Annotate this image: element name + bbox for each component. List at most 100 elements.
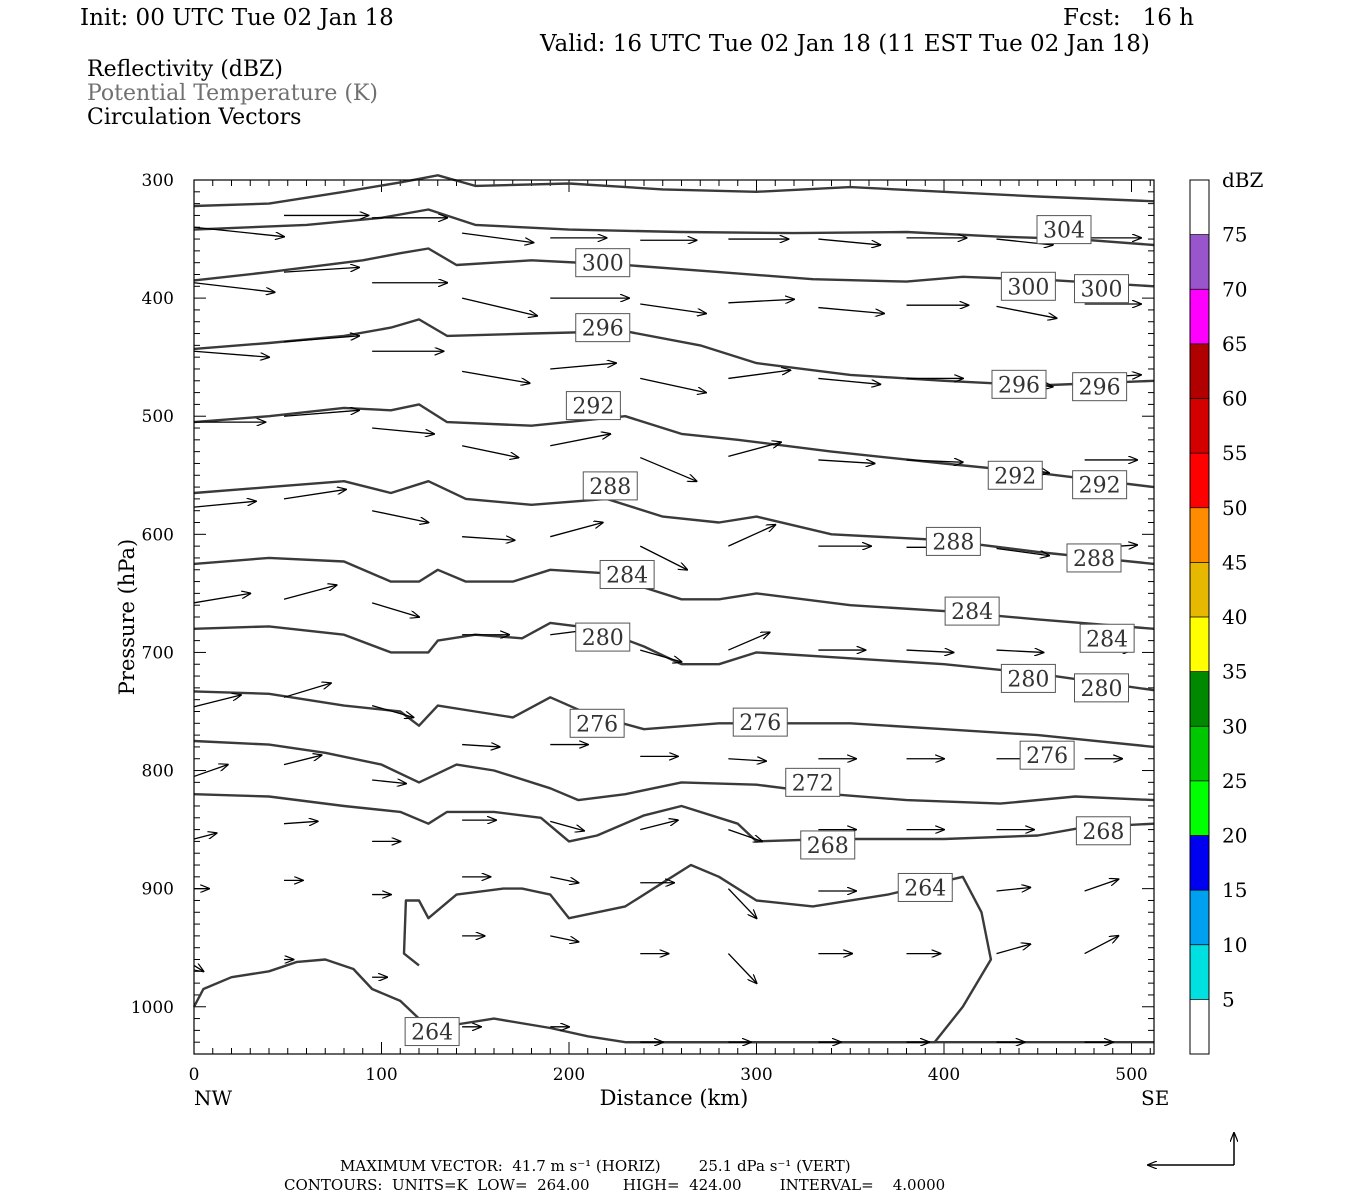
- colorbar-segment: [1190, 780, 1209, 836]
- contour-label: 276: [739, 711, 781, 736]
- theta-contour-line: [402, 863, 993, 1044]
- vector-arrow: [372, 427, 434, 434]
- contour-label-box: [925, 526, 981, 556]
- vector-arrow: [818, 306, 884, 314]
- colorbar-label: 35: [1222, 660, 1247, 684]
- vector-arrow: [461, 297, 537, 316]
- vector-arrow: [550, 363, 616, 370]
- vector-arrow: [371, 704, 413, 718]
- contour-label-box: [565, 391, 621, 421]
- vector-arrow: [818, 460, 874, 464]
- valid-time: Valid: 16 UTC Tue 02 Jan 18 (11 EST Tue …: [540, 31, 1150, 57]
- theta-contour-line: [193, 480, 1155, 566]
- contour-labels: 304 300 300 300 296 296 296 292 292 292 288 288 288 2…: [404, 215, 1135, 1047]
- vector-arrow: [728, 299, 794, 303]
- x-axis-title: Distance (km): [600, 1086, 749, 1110]
- contour-label: 280: [1007, 667, 1049, 692]
- colorbar-segment: [1190, 289, 1209, 344]
- theta-contour-line: [192, 958, 1154, 1044]
- x-tick-label: 0: [189, 1065, 200, 1085]
- contour-label-box: [1066, 543, 1122, 573]
- vector-arrow: [1084, 879, 1119, 892]
- contour-label: 284: [1086, 627, 1128, 652]
- vector-arrow: [996, 887, 1031, 891]
- vector-arrow: [283, 489, 346, 500]
- vector-arrow: [550, 434, 610, 447]
- vector-arrow: [193, 501, 256, 508]
- colorbar-label: 40: [1222, 605, 1247, 629]
- contour-label: 280: [1081, 677, 1123, 702]
- vector-arrow: [550, 876, 578, 883]
- theta-contour-line: [193, 739, 1155, 805]
- vector-arrow: [283, 585, 337, 600]
- vector-arrow: [640, 649, 681, 662]
- y-tick-label: 400: [142, 289, 174, 309]
- vector-arrow: [639, 545, 687, 570]
- colorbar-label: 15: [1222, 878, 1247, 902]
- vector-arrow: [728, 759, 766, 761]
- contour-label-box: [599, 559, 655, 589]
- vector-arrow: [728, 442, 781, 458]
- x-tick-label: 400: [928, 1065, 960, 1085]
- contour-label-box: [1000, 271, 1056, 301]
- vector-arrow: [194, 965, 203, 971]
- vector-arrow: [996, 305, 1057, 318]
- colorbar-segment: [1190, 890, 1209, 945]
- contour-label-box: [991, 369, 1047, 399]
- theta-contour-line: [193, 174, 1155, 208]
- vector-arrow: [193, 350, 269, 357]
- colorbar-segment: [1190, 726, 1209, 781]
- x-tick-label: 100: [365, 1065, 397, 1085]
- vector-arrow: [728, 828, 762, 842]
- x-tick-label: 500: [1115, 1065, 1147, 1085]
- contour-label: 264: [904, 876, 946, 901]
- y-axis-title: Pressure (hPa): [115, 539, 139, 695]
- contour-label: 300: [1007, 275, 1049, 300]
- contour-label-box: [1074, 673, 1129, 703]
- colorbar-segment: [1190, 180, 1209, 235]
- x-right-end-label: SE: [1141, 1086, 1169, 1110]
- colorbar-unit: dBZ: [1222, 168, 1264, 192]
- colorbar-segment: [1190, 453, 1209, 508]
- vector-arrow: [996, 650, 1044, 652]
- y-tick-label: 600: [142, 525, 174, 545]
- colorbar-segment: [1190, 343, 1209, 399]
- contour-label: 292: [994, 464, 1036, 489]
- contour-label: 288: [932, 530, 974, 555]
- x-tick-label: 200: [553, 1065, 585, 1085]
- contour-label: 292: [1079, 474, 1121, 499]
- y-tick-label: 500: [142, 407, 174, 427]
- contour-label: 284: [951, 600, 993, 625]
- y-tick-label: 900: [142, 880, 174, 900]
- contour-label-box: [732, 707, 788, 737]
- colorbar-label: 60: [1222, 387, 1247, 411]
- init-time: Init: 00 UTC Tue 02 Jan 18: [80, 5, 394, 31]
- contour-label: 296: [998, 373, 1040, 398]
- vector-arrow: [639, 456, 696, 482]
- max-vector-note: MAXIMUM VECTOR: 41.7 m s⁻¹ (HORIZ) 25.1 …: [340, 1157, 851, 1175]
- colorbar-segment: [1190, 398, 1209, 454]
- colorbar: 5 10 15 20 25 30 35 40 45 50 55 60 65 70 75 dBZ: [1189, 168, 1264, 1055]
- colorbar-label: 30: [1222, 714, 1247, 738]
- colorbar-label: 50: [1222, 496, 1247, 520]
- contour-label: 264: [411, 1021, 453, 1046]
- legend-circulation-vectors: Circulation Vectors: [87, 105, 302, 130]
- contour-label-box: [800, 830, 856, 860]
- contour-info-note: CONTOURS: UNITS=K LOW= 264.00 HIGH= 424.…: [284, 1176, 946, 1194]
- contour-label-box: [1036, 215, 1092, 245]
- y-tick-label: 800: [142, 762, 174, 782]
- colorbar-label: 20: [1222, 824, 1247, 848]
- axis-labels: 0 100 200 300 400 500 300 400 500 600 700 800 900 100…: [115, 171, 1169, 1110]
- contour-label: 268: [1082, 820, 1124, 845]
- x-left-end-label: NW: [194, 1086, 233, 1110]
- theta-contour-line: [193, 556, 1155, 630]
- contour-label: 288: [589, 475, 631, 500]
- contour-label: 280: [582, 626, 624, 651]
- vector-arrow: [193, 282, 275, 292]
- contour-label: 288: [1073, 547, 1115, 572]
- colorbar-segment: [1190, 234, 1209, 290]
- colorbar-label: 75: [1222, 223, 1247, 247]
- colorbar-label: 65: [1222, 332, 1247, 356]
- vector-arrow: [371, 602, 419, 617]
- contour-label-box: [785, 767, 841, 797]
